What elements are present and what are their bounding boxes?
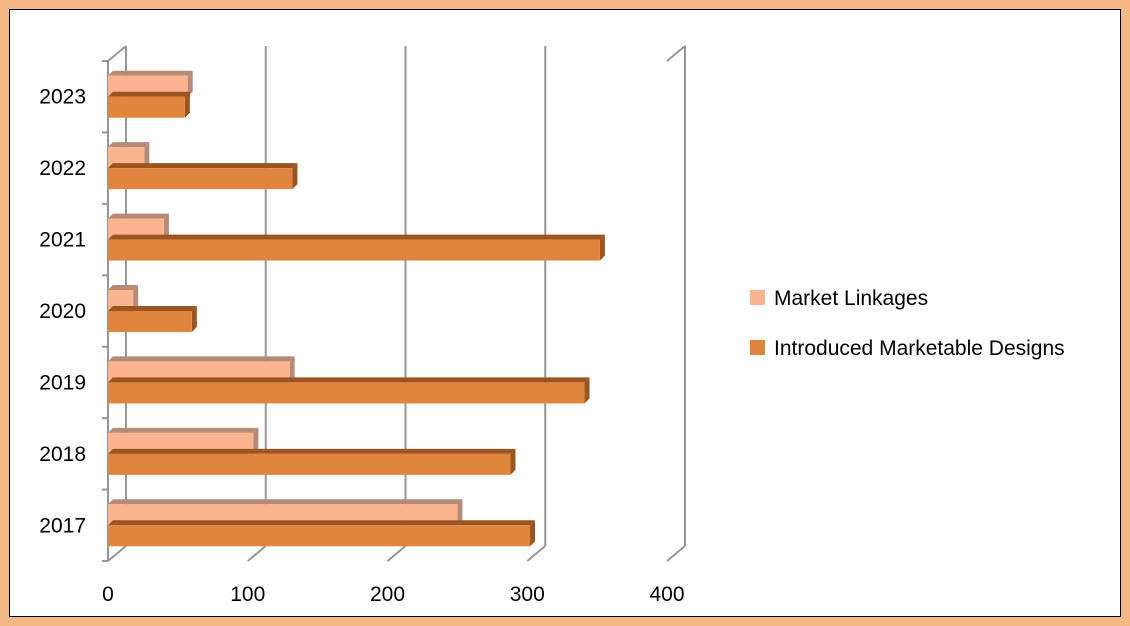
bar-top bbox=[108, 285, 139, 290]
x-tick-label: 200 bbox=[370, 583, 405, 606]
bar-side bbox=[530, 520, 536, 547]
bar-top bbox=[108, 142, 150, 148]
bar-top bbox=[108, 377, 590, 383]
bar-top bbox=[108, 356, 295, 362]
y-tick-label: 2017 bbox=[39, 514, 86, 537]
bar bbox=[108, 96, 185, 118]
bar-top bbox=[108, 234, 605, 240]
legend-label: Market Linkages bbox=[774, 287, 928, 310]
bar-side bbox=[510, 448, 516, 475]
bar-side bbox=[253, 427, 259, 454]
y-tick-label: 2020 bbox=[39, 300, 86, 323]
gridline-top bbox=[666, 45, 686, 62]
bar-top bbox=[108, 70, 193, 76]
bar bbox=[108, 432, 254, 454]
chart-frame: 0 100 200 300 400 2017 2018 2019 2020 2021 2022 202… bbox=[9, 9, 1121, 617]
x-tick-label: 300 bbox=[510, 583, 545, 606]
bar bbox=[108, 525, 531, 547]
bar-top bbox=[108, 448, 516, 454]
bar-top bbox=[108, 499, 463, 505]
y-tick-label: 2021 bbox=[39, 229, 86, 252]
gridline-floor bbox=[247, 545, 267, 562]
gridline-floor bbox=[386, 545, 407, 562]
legend-swatch bbox=[750, 340, 765, 355]
gridline-floor bbox=[666, 545, 686, 562]
legend-label: Introduced Marketable Designs bbox=[774, 337, 1065, 360]
bar-top bbox=[108, 520, 536, 526]
bar-top bbox=[108, 91, 190, 97]
bar-side bbox=[191, 306, 197, 332]
bar-top bbox=[108, 163, 298, 169]
bar bbox=[108, 311, 192, 332]
axis-layer bbox=[102, 60, 109, 562]
bar bbox=[108, 239, 600, 261]
label-layer: 0 100 200 300 400 2017 2018 2019 2020 2021 2022 202… bbox=[39, 86, 684, 606]
bar-side bbox=[187, 70, 193, 97]
bar bbox=[108, 168, 293, 190]
x-tick-label: 100 bbox=[230, 583, 265, 606]
bar-side bbox=[163, 213, 169, 240]
bar-chart: 0 100 200 300 400 2017 2018 2019 2020 2021 2022 202… bbox=[39, 45, 1065, 606]
y-tick-label: 2023 bbox=[39, 86, 86, 109]
bar-side bbox=[184, 91, 190, 118]
bar bbox=[108, 361, 290, 383]
gridline-floor bbox=[526, 545, 546, 562]
bar bbox=[108, 218, 164, 240]
bar bbox=[108, 147, 145, 169]
bar-top bbox=[108, 306, 197, 311]
x-tick-label: 0 bbox=[102, 583, 114, 606]
gridline-top bbox=[107, 45, 127, 62]
legend-swatch bbox=[750, 290, 765, 305]
grid-layer bbox=[107, 45, 686, 562]
bar bbox=[108, 75, 188, 97]
bar-top bbox=[108, 213, 169, 219]
y-tick-label: 2018 bbox=[39, 443, 86, 466]
bar bbox=[108, 290, 134, 311]
y-tick-label: 2019 bbox=[39, 371, 86, 394]
bar-layer bbox=[108, 70, 605, 547]
bar-top bbox=[108, 427, 259, 433]
gridline-floor bbox=[107, 545, 127, 562]
bar-side bbox=[599, 234, 605, 261]
bar-side bbox=[457, 499, 463, 526]
bar-side bbox=[133, 285, 139, 311]
bar-side bbox=[144, 142, 150, 169]
bar bbox=[108, 382, 585, 404]
y-tick-label: 2022 bbox=[39, 157, 86, 180]
x-tick-label: 400 bbox=[649, 583, 684, 606]
bar-side bbox=[289, 356, 295, 383]
bar bbox=[108, 504, 458, 526]
legend: Market Linkages Introduced Marketable Des… bbox=[750, 287, 1065, 360]
bar bbox=[108, 453, 511, 475]
bar-side bbox=[292, 163, 298, 190]
bar-side bbox=[584, 377, 590, 404]
